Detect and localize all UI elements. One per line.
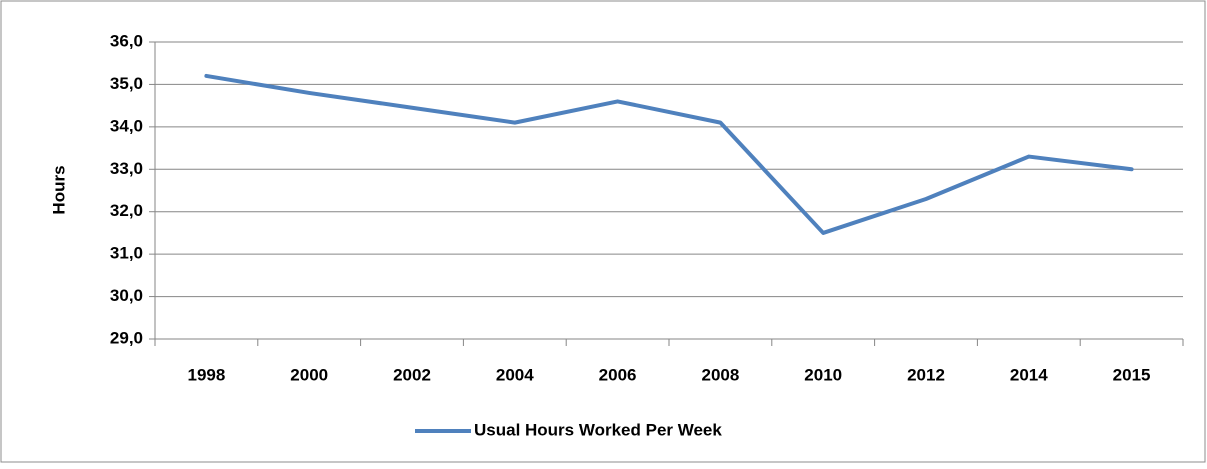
y-tick-label: 35,0 <box>110 74 143 93</box>
y-tick-label: 30,0 <box>110 286 143 305</box>
y-axis-title: Hours <box>49 165 68 214</box>
x-tick-label: 2000 <box>290 365 328 384</box>
x-tick-label: 2012 <box>907 365 945 384</box>
x-tick-label: 1998 <box>187 365 225 384</box>
x-tick-label: 2008 <box>701 365 739 384</box>
y-tick-label: 29,0 <box>110 328 143 347</box>
y-tick-label: 36,0 <box>110 31 143 50</box>
y-tick-label: 33,0 <box>110 159 143 178</box>
x-tick-label: 2002 <box>393 365 431 384</box>
series-line <box>204 73 1134 235</box>
x-tick-label: 2010 <box>804 365 842 384</box>
y-tick-label: 31,0 <box>110 244 143 263</box>
x-tick-label: 2004 <box>496 365 534 384</box>
legend-label: Usual Hours Worked Per Week <box>474 420 722 439</box>
x-tick-label: 2015 <box>1113 365 1151 384</box>
y-tick-label: 34,0 <box>110 116 143 135</box>
y-tick-label: 32,0 <box>110 201 143 220</box>
x-tick-label: 2014 <box>1010 365 1048 384</box>
x-tick-label: 2006 <box>599 365 637 384</box>
